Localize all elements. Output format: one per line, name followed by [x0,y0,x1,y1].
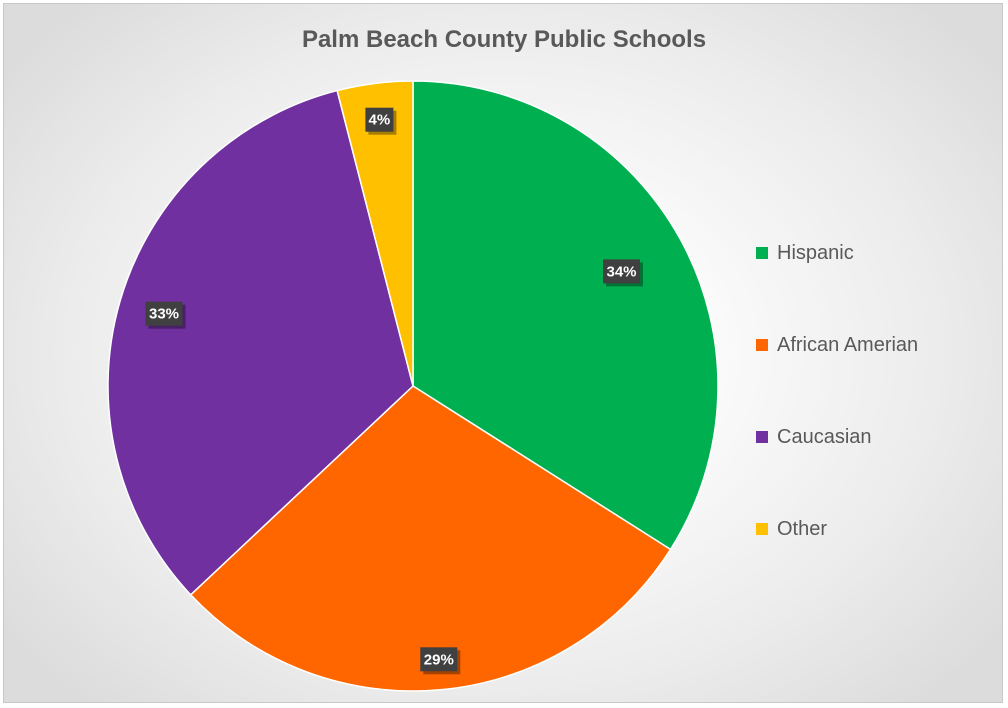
data-label-text: 4% [369,112,391,129]
pie-slice-other [336,80,414,387]
pie-slice-caucasian [107,89,414,596]
data-label-box [603,259,640,284]
data-label-hispanic: 34% [603,259,643,287]
data-label-caucasian: 33% [145,301,186,329]
legend-label-african-amerian: African Amerian [777,334,919,356]
data-label-text: 29% [424,651,454,668]
pie-slice-hispanic [412,80,719,551]
legend-swatch-hispanic [756,247,768,259]
chart-area: Palm Beach County Public Schools 34% 29% 3… [3,3,1003,703]
legend-label-caucasian: Caucasian [777,426,872,448]
legend-swatch-other [756,523,768,535]
data-label-other: 4% [365,107,397,135]
legend-item-african-amerian: African Amerian [756,332,996,424]
data-label-box [420,647,458,672]
legend-item-caucasian: Caucasian [756,424,996,516]
legend-label-other: Other [777,518,828,540]
data-label-box [365,107,394,132]
pie-slices [107,80,719,692]
data-label-text: 34% [606,263,636,280]
pie-slice-african-amerian [189,385,672,692]
pie-chart: 34% 29% 33% 4% [107,80,719,692]
legend-item-hispanic: Hispanic [756,240,996,332]
data-label-african-amerian: 29% [420,647,461,675]
data-label-box [145,301,183,326]
data-label-text: 33% [149,306,179,323]
legend-label-hispanic: Hispanic [777,242,854,264]
chart-title: Palm Beach County Public Schools [301,26,707,53]
data-labels: 34% 29% 33% 4% [145,107,643,675]
legend: Hispanic African Amerian Caucasian Other [756,240,996,608]
legend-item-other: Other [756,516,996,608]
legend-swatch-caucasian [756,431,768,443]
legend-swatch-african-amerian [756,339,768,351]
